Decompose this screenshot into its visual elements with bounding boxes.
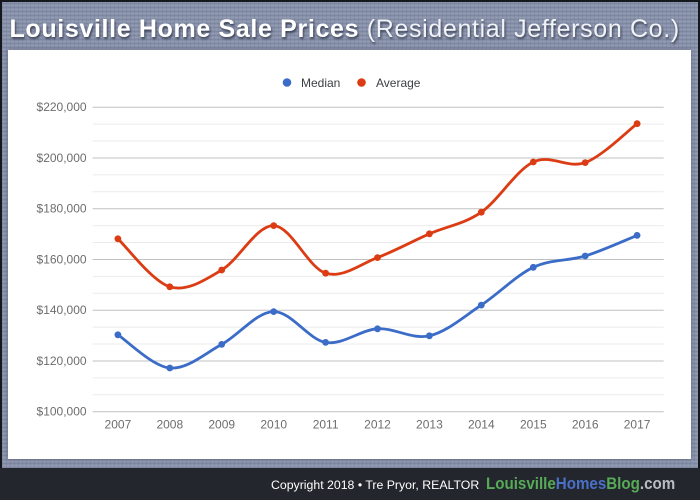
svg-text:$160,000: $160,000	[37, 253, 87, 267]
svg-text:Average: Average	[376, 76, 421, 90]
svg-text:2015: 2015	[520, 418, 547, 432]
svg-text:$180,000: $180,000	[37, 202, 87, 216]
svg-text:2010: 2010	[260, 418, 287, 432]
svg-text:2012: 2012	[364, 418, 391, 432]
svg-text:2007: 2007	[105, 418, 132, 432]
svg-text:$220,000: $220,000	[37, 100, 87, 114]
svg-text:$140,000: $140,000	[37, 303, 87, 317]
svg-text:2009: 2009	[208, 418, 235, 432]
svg-text:$200,000: $200,000	[37, 151, 87, 165]
svg-text:2011: 2011	[313, 418, 339, 432]
svg-text:$100,000: $100,000	[37, 405, 87, 419]
svg-text:$120,000: $120,000	[37, 354, 87, 368]
svg-text:2008: 2008	[156, 418, 183, 432]
svg-text:2016: 2016	[572, 418, 599, 432]
svg-text:2017: 2017	[624, 418, 651, 432]
svg-text:2014: 2014	[468, 418, 495, 432]
svg-text:Median: Median	[301, 76, 340, 90]
svg-text:2013: 2013	[416, 418, 443, 432]
